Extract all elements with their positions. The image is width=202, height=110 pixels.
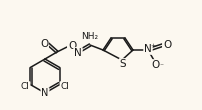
Text: N: N: [144, 44, 152, 54]
Text: O: O: [163, 40, 171, 50]
Text: O: O: [151, 60, 159, 70]
Text: S: S: [120, 59, 126, 69]
Text: NH₂: NH₂: [81, 31, 99, 40]
Text: O: O: [68, 41, 76, 51]
Text: Cl: Cl: [21, 82, 30, 91]
Text: N: N: [41, 88, 49, 98]
Text: O: O: [40, 39, 48, 49]
Text: +: +: [150, 42, 156, 48]
Text: ⁻: ⁻: [159, 61, 163, 71]
Text: Cl: Cl: [60, 82, 69, 91]
Text: N: N: [74, 48, 82, 58]
